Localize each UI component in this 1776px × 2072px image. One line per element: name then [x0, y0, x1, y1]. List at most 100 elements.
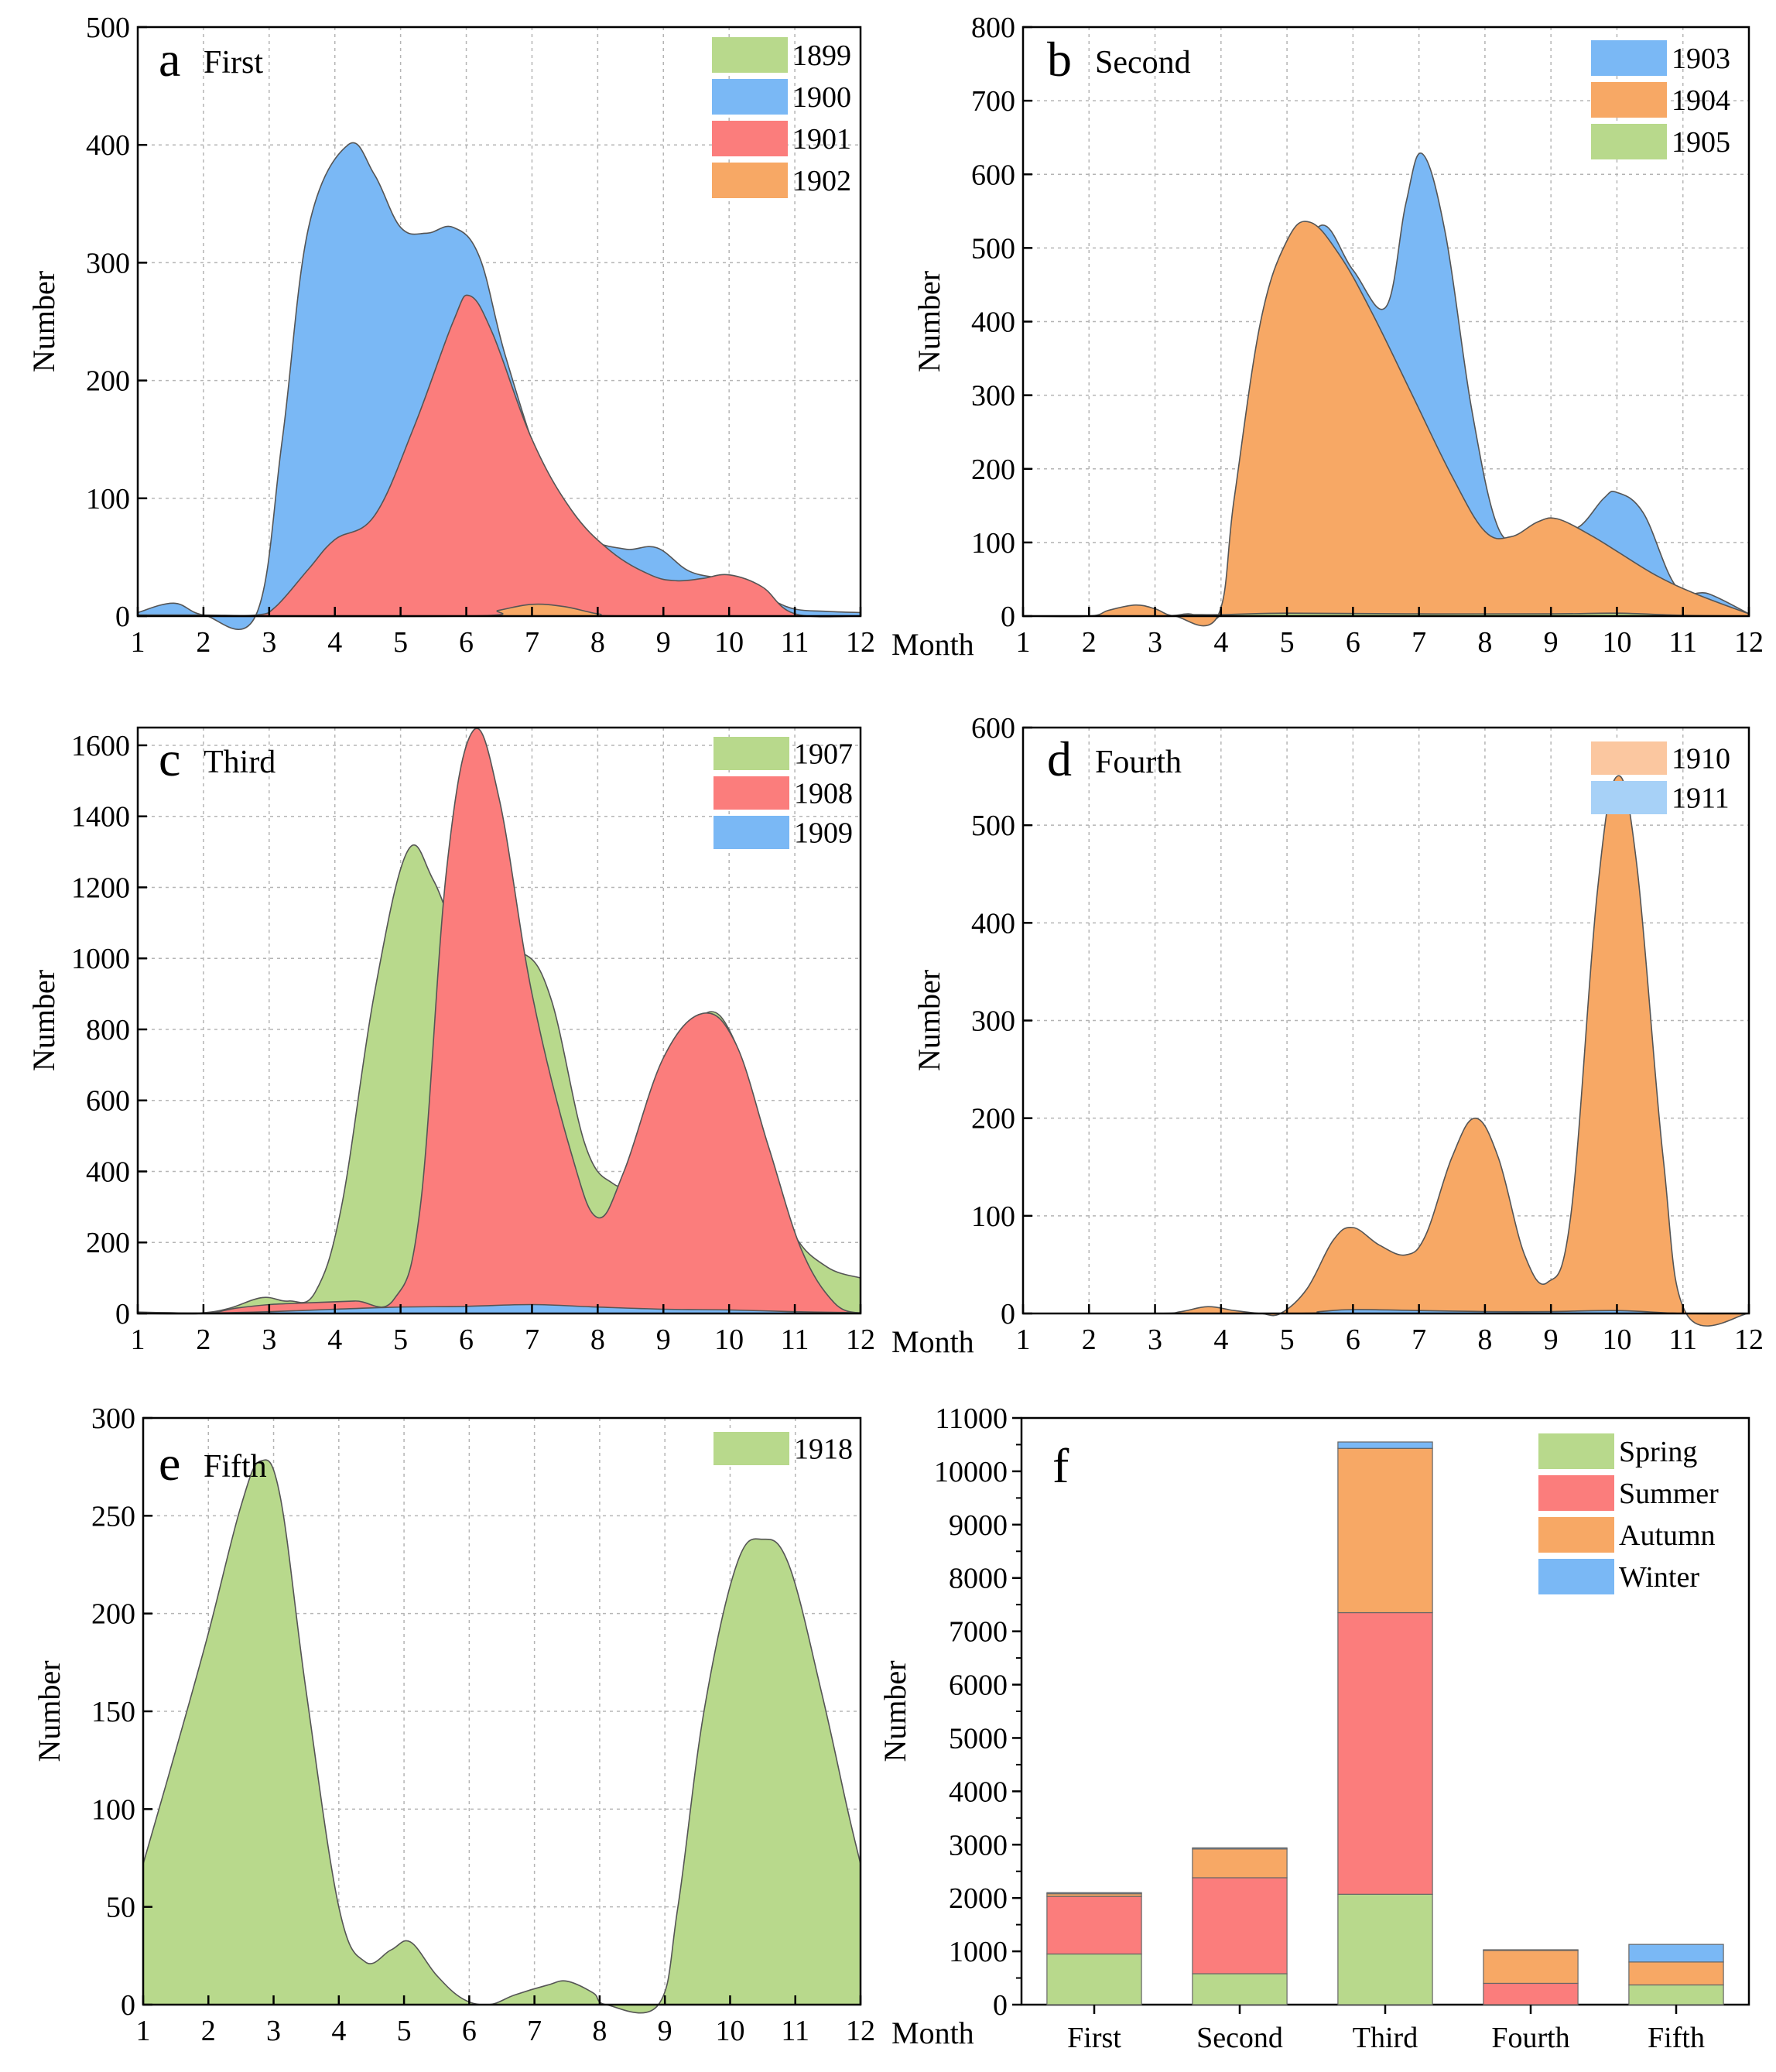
- x-tick-label: 10: [714, 1324, 744, 1356]
- x-tick-label: 2: [196, 626, 210, 659]
- y-tick-label: 4000: [949, 1776, 1008, 1808]
- legend-label-1901: 1901: [792, 123, 851, 156]
- x-tick-label: 1: [131, 626, 145, 659]
- x-tick-label: 8: [590, 1324, 605, 1356]
- panel-letter: b: [1047, 32, 1072, 87]
- x-tick-label: 3: [1148, 1324, 1162, 1356]
- x-tick-label: 5: [1280, 1324, 1295, 1356]
- x-tick-label: 4: [327, 626, 342, 659]
- x-tick-label: 11: [1668, 1324, 1697, 1356]
- y-tick-label: 200: [971, 454, 1015, 486]
- category-label: Fifth: [1648, 2022, 1705, 2054]
- legend-label-1907: 1907: [794, 738, 853, 771]
- y-tick-label: 400: [86, 1156, 130, 1188]
- x-tick-label: 7: [525, 1324, 539, 1356]
- y-tick-label: 800: [971, 12, 1015, 44]
- panel-letter: e: [159, 1436, 180, 1491]
- x-tick-label: 9: [1544, 1324, 1559, 1356]
- panel-letter: c: [159, 731, 180, 786]
- x-tick-label: 8: [1477, 626, 1492, 659]
- legend-swatch-autumn: [1538, 1517, 1614, 1553]
- legend-swatch-1907: [713, 737, 789, 770]
- y-tick-label: 500: [971, 810, 1015, 842]
- y-tick-label: 9000: [949, 1509, 1008, 1542]
- plot-frame: [136, 726, 862, 1315]
- x-tick-label: 11: [781, 2015, 809, 2047]
- x-tick-label: 12: [1734, 1324, 1764, 1356]
- x-tick-label: 1: [136, 2015, 151, 2047]
- category-label: First: [1067, 2022, 1121, 2054]
- y-tick-label: 50: [106, 1892, 135, 1924]
- bar-third-summer: [1337, 1611, 1433, 1895]
- x-tick-label: 9: [656, 1324, 671, 1356]
- x-tick-label: 10: [715, 2015, 744, 2047]
- panel-letter: d: [1047, 731, 1072, 786]
- legend-swatch-1911: [1591, 781, 1667, 814]
- y-tick-label: 1400: [71, 801, 130, 834]
- x-tick-label: 10: [1602, 1324, 1631, 1356]
- y-tick-label: 0: [121, 1989, 135, 2022]
- legend-swatch-1910: [1591, 741, 1667, 775]
- panel-a: 1 2 3 4 5 6 7 8 9 10 11 120100200300400500NumberMon…: [26, 12, 974, 662]
- legend-swatch-1900: [712, 79, 788, 115]
- y-tick-label: 8000: [949, 1563, 1008, 1595]
- bar-third-winter: [1337, 1441, 1433, 1449]
- panel-c: 1 2 3 4 5 6 7 8 9 10 11 120200400600800100012001400…: [26, 726, 974, 1359]
- legend-swatch-spring: [1538, 1433, 1614, 1469]
- legend-label-1899: 1899: [792, 39, 851, 72]
- x-tick-label: 2: [196, 1324, 210, 1356]
- x-tick-label: 5: [393, 1324, 408, 1356]
- bar-fifth-spring: [1628, 1984, 1724, 2005]
- y-tick-label: 600: [971, 712, 1015, 745]
- y-tick-label: 300: [91, 1402, 135, 1435]
- legend-label-1903: 1903: [1672, 43, 1730, 75]
- y-tick-label: 400: [971, 907, 1015, 940]
- y-tick-label: 0: [993, 1989, 1008, 2022]
- y-tick-label: 300: [86, 247, 130, 279]
- x-tick-label: 3: [262, 1324, 276, 1356]
- y-tick-label: 7000: [949, 1616, 1008, 1649]
- x-tick-label: 8: [1477, 1324, 1492, 1356]
- y-tick-label: 400: [86, 129, 130, 162]
- x-tick-label: 4: [1213, 626, 1228, 659]
- y-tick-label: 0: [1001, 1298, 1015, 1331]
- y-tick-label: 700: [971, 85, 1015, 118]
- x-tick-label: 8: [590, 626, 605, 659]
- x-tick-label: 5: [1280, 626, 1295, 659]
- legend-label-1908: 1908: [794, 778, 853, 810]
- x-tick-label: 4: [331, 2015, 346, 2047]
- category-label: Fourth: [1491, 2022, 1569, 2054]
- x-tick-label: 1: [1016, 626, 1031, 659]
- legend-swatch-1905: [1591, 124, 1667, 159]
- y-axis-title: Number: [32, 1660, 67, 1762]
- y-tick-label: 100: [86, 483, 130, 515]
- legend-swatch-1901: [712, 121, 788, 156]
- y-tick-label: 11000: [935, 1402, 1008, 1435]
- panel-letter: a: [159, 32, 180, 87]
- y-axis-title: Number: [26, 970, 61, 1071]
- y-axis-title: Number: [878, 1660, 912, 1762]
- legend-swatch-1908: [713, 776, 789, 810]
- x-tick-label: 3: [266, 2015, 281, 2047]
- panel-d: 1 2 3 4 5 6 7 8 9 10 11 120100200300400500600Number…: [912, 712, 1764, 1356]
- y-tick-label: 100: [971, 527, 1015, 560]
- y-tick-label: 5000: [949, 1722, 1008, 1755]
- y-tick-label: 0: [1001, 601, 1015, 633]
- legend-label-1910: 1910: [1672, 743, 1730, 776]
- y-tick-label: 100: [91, 1793, 135, 1826]
- x-tick-label: 10: [714, 626, 744, 659]
- legend-swatch-summer: [1538, 1475, 1614, 1511]
- bar-second-summer: [1192, 1877, 1288, 1974]
- panel-letter: f: [1052, 1438, 1069, 1493]
- x-tick-label: 2: [1082, 1324, 1097, 1356]
- x-tick-label: 2: [1082, 626, 1097, 659]
- legend-label-1909: 1909: [794, 817, 853, 850]
- y-tick-label: 1200: [71, 872, 130, 904]
- bar-fourth-summer: [1483, 1982, 1579, 2005]
- x-tick-label: 6: [459, 626, 474, 659]
- x-tick-label: 6: [1346, 1324, 1360, 1356]
- panel-e: 1 2 3 4 5 6 7 8 9 10 11 12050100150200250300NumberM…: [32, 1402, 974, 2050]
- bar-second-autumn: [1192, 1848, 1288, 1878]
- x-axis-title: Month: [891, 1324, 974, 1359]
- y-tick-label: 0: [115, 1298, 130, 1331]
